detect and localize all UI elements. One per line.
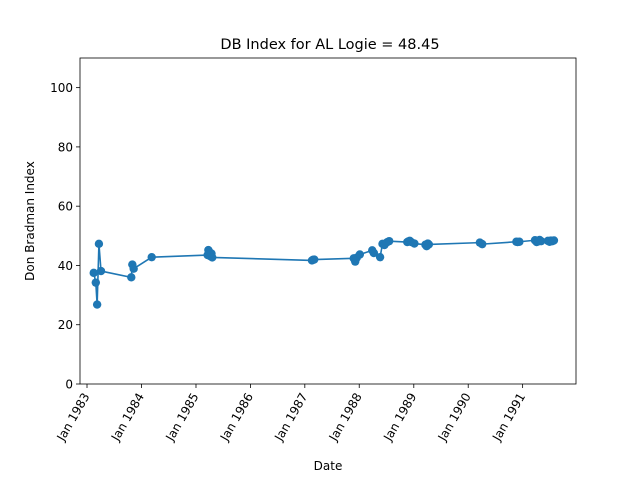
data-point: [127, 273, 136, 282]
data-point: [147, 252, 156, 262]
y-tick-label: 80: [58, 140, 73, 154]
y-tick-label: 40: [58, 259, 73, 273]
data-point: [549, 236, 559, 245]
x-axis-label: Date: [314, 459, 343, 473]
data-point: [96, 266, 106, 276]
y-tick-label: 60: [58, 200, 73, 214]
data-point: [536, 236, 546, 246]
x-tick-label: Jan 1989: [380, 391, 419, 445]
data-point: [515, 237, 524, 246]
data-point: [369, 248, 379, 258]
x-tick-label: Jan 1987: [271, 391, 310, 445]
x-tick-label: Jan 1986: [217, 391, 256, 445]
x-tick-label: Jan 1984: [108, 391, 147, 445]
data-point: [355, 250, 365, 259]
data-point: [94, 239, 104, 249]
data-point: [424, 240, 434, 249]
y-tick-label: 100: [50, 81, 73, 95]
series-group: [89, 235, 559, 309]
data-point: [92, 300, 102, 309]
x-tick-label: Jan 1985: [163, 391, 202, 445]
x-tick-label: Jan 1988: [326, 391, 365, 445]
x-axis-ticks: Jan 1983 Jan 1984 Jan 1985 Jan 1986 Jan 1987…: [54, 384, 528, 445]
data-point: [410, 239, 419, 248]
data-point: [478, 239, 487, 249]
data-point: [208, 253, 217, 262]
x-tick-label: Jan 1991: [489, 391, 528, 445]
y-tick-label: 20: [58, 318, 73, 332]
x-tick-label: Jan 1990: [435, 391, 474, 445]
series-line: [92, 239, 555, 306]
plot-area: Jan 1983 Jan 1984 Jan 1985 Jan 1986 Jan 1987…: [50, 57, 577, 445]
chart-title: DB Index for AL Logie = 48.45: [220, 37, 439, 53]
data-point: [310, 255, 319, 264]
data-point: [91, 278, 101, 287]
y-tick-label: 0: [65, 378, 73, 392]
data-point: [89, 268, 98, 278]
y-axis-label: Don Bradman Index: [23, 161, 37, 281]
y-axis-ticks: 0 20 40 60 80 100: [50, 81, 80, 392]
axes-frame: [79, 57, 577, 385]
data-point: [375, 252, 385, 262]
data-point: [385, 236, 394, 246]
x-tick-label: Jan 1983: [54, 391, 93, 445]
data-point: [129, 264, 138, 273]
